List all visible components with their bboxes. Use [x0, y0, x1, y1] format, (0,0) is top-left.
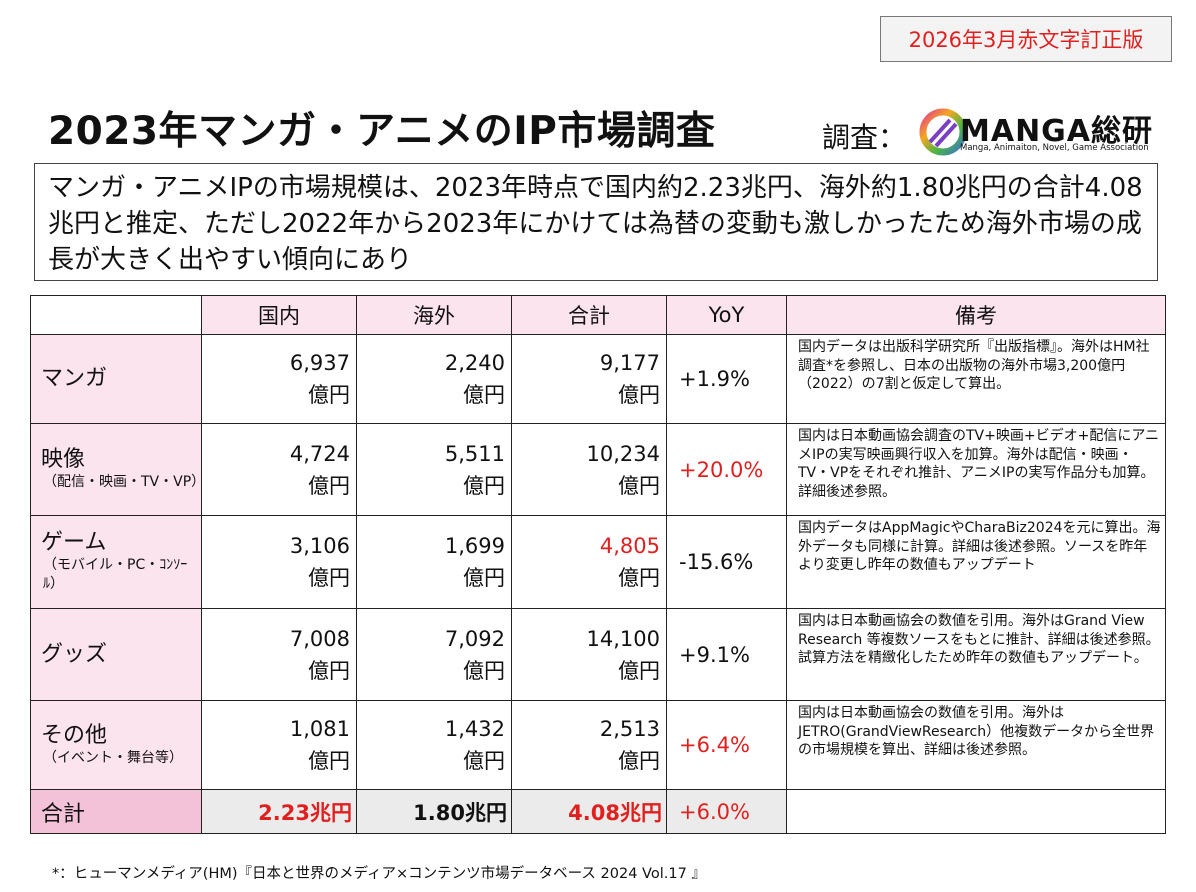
yoy-cell: -15.6% — [666, 515, 787, 609]
total-overseas: 1.80兆円 — [356, 789, 512, 834]
category-name: グッズ — [41, 641, 108, 667]
table-row: ゲーム （モバイル・PC・ｺﾝｿｰﾙ） 3,106 億円 1,699 億円 4,805 億円 -… — [30, 515, 1166, 609]
total-note-empty — [786, 789, 1166, 834]
unit-label: 億円 — [308, 566, 350, 590]
unit-label: 億円 — [308, 383, 350, 407]
revision-badge: 2026年3月赤文字訂正版 — [880, 16, 1172, 62]
domestic-cell: 4,724 億円 — [201, 423, 357, 516]
note-cell: 国内データは出版科学研究所『出版指標』。海外はHM社調査*を参照し、日本の出版物… — [786, 334, 1166, 424]
total-cell: 4,805 億円 — [511, 515, 667, 609]
note-cell: 国内は日本動画協会調査のTV+映画+ビデオ+配信にアニメIPの実写映画興行収入を… — [786, 423, 1166, 516]
category-sub: （イベント・舞台等） — [43, 749, 183, 766]
total-sum: 4.08兆円 — [511, 789, 667, 834]
overseas-value: 7,092 — [444, 626, 505, 651]
overseas-cell: 7,092 億円 — [356, 608, 512, 701]
category-cell: マンガ — [30, 334, 202, 424]
yoy-cell: +1.9% — [666, 334, 787, 424]
header-total: 合計 — [511, 295, 667, 335]
category-cell: ゲーム （モバイル・PC・ｺﾝｿｰﾙ） — [30, 515, 202, 609]
header-empty — [30, 295, 202, 335]
unit-label: 億円 — [618, 658, 660, 683]
category-cell: グッズ — [30, 608, 202, 701]
unit-label: 億円 — [308, 658, 350, 683]
note-cell: 国内データはAppMagicやCharaBiz2024を元に算出。海外データも同… — [786, 515, 1166, 609]
domestic-value: 1,081 — [289, 717, 350, 741]
unit-label: 億円 — [308, 749, 350, 773]
yoy-cell: +9.1% — [666, 608, 787, 701]
total-value: 4,805 — [599, 534, 660, 558]
unit-label: 億円 — [618, 383, 660, 407]
unit-label: 億円 — [463, 473, 505, 498]
table-row: その他 （イベント・舞台等） 1,081 億円 1,432 億円 2,513 億円 +6.4% 国… — [30, 700, 1166, 790]
table-row: マンガ 6,937 億円 2,240 億円 9,177 億円 +1.9% 国内データは出版科学研… — [30, 334, 1166, 424]
total-value: 9,177 — [599, 351, 660, 375]
overseas-cell: 1,432 億円 — [356, 700, 512, 790]
unit-label: 億円 — [463, 658, 505, 683]
header-domestic: 国内 — [201, 295, 357, 335]
total-row-label: 合計 — [30, 789, 202, 834]
table-header-row: 国内 海外 合計 YoY 備考 — [30, 295, 1166, 335]
category-cell: その他 （イベント・舞台等） — [30, 700, 202, 790]
domestic-cell: 1,081 億円 — [201, 700, 357, 790]
page-title: 2023年マンガ・アニメのIP市場調査 — [48, 109, 716, 154]
manga-soken-logo-icon — [919, 108, 967, 156]
unit-label: 億円 — [618, 566, 660, 590]
category-name: マンガ — [41, 366, 108, 391]
total-value: 10,234 — [586, 441, 660, 466]
footnote: *：ヒューマンメディア(HM)『日本と世界のメディア×コンテンツ市場データベース… — [52, 866, 706, 882]
yoy-cell: +20.0% — [666, 423, 787, 516]
domestic-value: 3,106 — [289, 534, 350, 558]
category-name: ゲーム — [41, 530, 107, 555]
unit-label: 億円 — [463, 566, 505, 590]
unit-label: 億円 — [463, 749, 505, 773]
overseas-cell: 1,699 億円 — [356, 515, 512, 609]
total-domestic: 2.23兆円 — [201, 789, 357, 834]
logo-subtitle: Manga, Animaiton, Novel, Game Associatio… — [960, 143, 1149, 153]
overseas-value: 2,240 — [444, 351, 505, 375]
domestic-cell: 7,008 億円 — [201, 608, 357, 701]
table-total-row: 合計 2.23兆円 1.80兆円 4.08兆円 +6.0% — [30, 789, 1166, 834]
header-notes: 備考 — [786, 295, 1166, 335]
unit-label: 億円 — [618, 749, 660, 773]
overseas-value: 1,699 — [444, 534, 505, 558]
logo-wordmark: MANGA総研 — [960, 114, 1154, 149]
category-name: その他 — [41, 722, 108, 748]
total-cell: 2,513 億円 — [511, 700, 667, 790]
category-sub: （モバイル・PC・ｺﾝｿｰﾙ） — [43, 557, 188, 592]
overseas-cell: 2,240 億円 — [356, 334, 512, 424]
category-sub: （配信・映画・TV・VP） — [43, 474, 206, 490]
unit-label: 億円 — [463, 383, 505, 407]
summary-box: マンガ・アニメIPの市場規模は、2023年時点で国内約2.23兆円、海外約1.8… — [34, 163, 1158, 281]
category-cell: 映像 （配信・映画・TV・VP） — [30, 423, 206, 516]
total-value: 2,513 — [599, 717, 660, 741]
unit-label: 億円 — [308, 473, 350, 498]
domestic-cell: 3,106 億円 — [201, 515, 357, 609]
total-value: 14,100 — [586, 626, 660, 651]
category-name: 映像 — [41, 447, 86, 472]
total-cell: 10,234 億円 — [511, 423, 667, 516]
header-overseas: 海外 — [356, 295, 512, 335]
total-cell: 14,100 億円 — [511, 608, 667, 701]
overseas-value: 5,511 — [444, 441, 505, 466]
yoy-cell: +6.4% — [666, 700, 787, 790]
domestic-value: 4,724 — [289, 441, 350, 466]
overseas-value: 1,432 — [444, 717, 505, 741]
total-yoy: +6.0% — [666, 789, 787, 834]
table-row: グッズ 7,008 億円 7,092 億円 14,100 億円 +9.1% 国内は日本動画協会の… — [30, 608, 1166, 701]
unit-label: 億円 — [618, 473, 660, 498]
header-yoy: YoY — [666, 295, 787, 335]
note-cell: 国内は日本動画協会の数値を引用。海外はJETRO(GrandViewResear… — [786, 700, 1166, 790]
table-row: 映像 （配信・映画・TV・VP） 4,724 億円 5,511 億円 10,234 億円 +20… — [30, 423, 1166, 516]
domestic-value: 6,937 — [289, 351, 350, 375]
survey-label: 調査： — [822, 121, 907, 154]
domestic-cell: 6,937 億円 — [201, 334, 357, 424]
market-table: 国内 海外 合計 YoY 備考 マンガ 6,937 億円 2,240 億円 9,177 億円… — [30, 295, 1166, 834]
overseas-cell: 5,511 億円 — [356, 423, 512, 516]
domestic-value: 7,008 — [289, 626, 350, 651]
total-cell: 9,177 億円 — [511, 334, 667, 424]
note-cell: 国内は日本動画協会の数値を引用。海外はGrand View Research 等… — [786, 608, 1166, 701]
